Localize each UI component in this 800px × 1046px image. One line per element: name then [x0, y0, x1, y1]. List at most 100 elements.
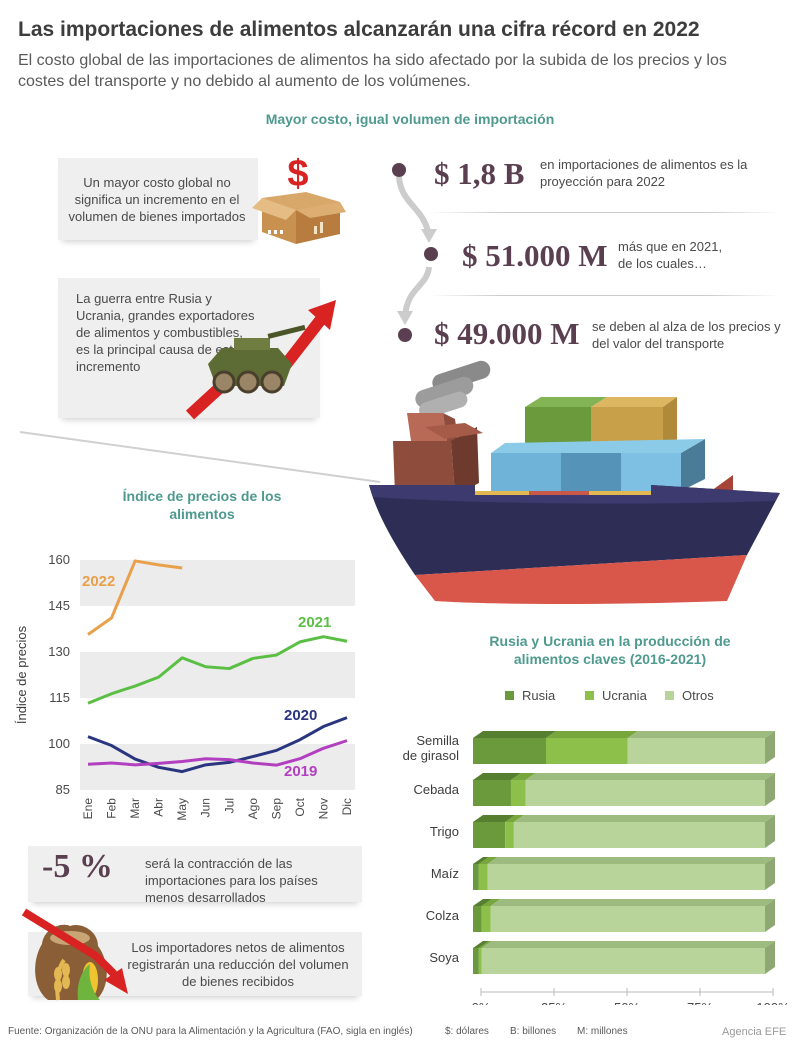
bar-top-rusia	[473, 773, 521, 780]
box-dollar-icon: $	[252, 153, 346, 244]
category-label: Soya	[429, 950, 459, 965]
bar-segment-rusia	[473, 738, 546, 764]
bar-segment-otros	[627, 738, 765, 764]
footer-legend-b: B: billones	[510, 1026, 557, 1037]
bar-segment-rusia	[473, 948, 479, 974]
price-index-chart: 85 100 115 130 145 160 Índice de precios Ene Feb…	[14, 552, 355, 821]
tank-arrow-icon	[185, 300, 336, 420]
x-tick-label: Dic	[340, 798, 354, 815]
importers-text: Los importadores netos de alimentos regi…	[127, 940, 349, 989]
bar-segment-ucrania	[478, 948, 482, 974]
x-tick-label: 0%	[472, 1000, 491, 1005]
bar-top-rusia	[473, 731, 556, 738]
y-tick-label: 130	[48, 644, 70, 659]
bar-top-ucrania	[510, 773, 536, 780]
bar-segment-ucrania	[546, 738, 628, 764]
category-label: Maíz	[431, 866, 459, 881]
bar-segment-otros	[481, 948, 765, 974]
stat-divider-1	[430, 212, 780, 213]
bar-segment-rusia	[473, 906, 482, 932]
footer-source: Fuente: Organización de la ONU para la A…	[8, 1026, 413, 1037]
timeline-dot-1	[392, 163, 406, 177]
x-tick-label: Sep	[269, 798, 283, 820]
y-tick-label: 145	[48, 598, 70, 613]
series-label-2020: 2020	[284, 707, 317, 724]
timeline-connector	[392, 163, 438, 342]
series-line-2019	[87, 739, 348, 767]
series-line-2021	[87, 635, 348, 705]
bar-top-rusia	[473, 857, 489, 864]
dollar-sign-glyph: $	[287, 153, 308, 195]
stat-amount-3: $ 49.000 M	[434, 316, 580, 351]
bar-side	[765, 941, 775, 974]
section-title-cost: Mayor costo, igual volumen de importació…	[265, 111, 555, 127]
bar-top-otros	[513, 815, 775, 822]
stat-amount-2: $ 51.000 M	[462, 238, 608, 273]
footer-legend-dollar: $: dólares	[445, 1026, 489, 1037]
x-tick-label: Feb	[105, 798, 119, 819]
cargo-ship-illustration	[369, 360, 780, 604]
legend-swatch-otros	[665, 691, 674, 700]
bar-segment-rusia	[473, 822, 506, 848]
series-label-2019: 2019	[284, 763, 317, 780]
bar-top-ucrania	[546, 731, 638, 738]
bar-segment-ucrania	[478, 864, 488, 890]
bar-segment-rusia	[473, 864, 479, 890]
legend-label-ucrania: Ucrania	[602, 688, 648, 703]
footer-legend-m: M: millones	[577, 1026, 628, 1037]
bar-top-otros	[525, 773, 775, 780]
x-tick-label: 25%	[541, 1000, 567, 1005]
grid-band	[80, 560, 355, 606]
bar-top-otros	[490, 899, 775, 906]
series-line-2022	[87, 559, 183, 636]
page-title: Las importaciones de alimentos alcanzará…	[18, 18, 700, 41]
bar-side	[765, 899, 775, 932]
bar-segment-rusia	[473, 780, 511, 806]
timeline-dot-3	[398, 328, 412, 342]
category-label: Semilla	[416, 733, 459, 748]
y-tick-label: 100	[48, 736, 70, 751]
x-tick-label: 100%	[756, 1000, 790, 1005]
legend-label-otros: Otros	[682, 688, 714, 703]
x-tick-label: Jul	[222, 798, 236, 813]
bar-top-ucrania	[481, 899, 501, 906]
contraction-text: será la contracción de las importaciones…	[145, 856, 318, 905]
stat-text-3: se deben al alza de los precios y del va…	[592, 319, 781, 351]
y-tick-label: 115	[49, 690, 70, 705]
stat-amount-1: $ 1,8 B	[434, 156, 525, 191]
grid-band	[80, 744, 355, 790]
bar-top-rusia	[473, 899, 492, 906]
price-index-title: Índice de precios de los alimentos	[122, 488, 282, 522]
x-tick-label: Jun	[199, 798, 213, 817]
bar-segment-otros	[487, 864, 765, 890]
bar-top-otros	[627, 731, 775, 738]
category-label: de girasol	[403, 748, 459, 763]
series-label-2022: 2022	[82, 573, 115, 590]
callout-cost: Un mayor costo global no significa un in…	[58, 158, 258, 240]
y-axis-label: Índice de precios	[14, 625, 29, 724]
bar-segment-ucrania	[505, 822, 514, 848]
bar-top-rusia	[473, 815, 516, 822]
legend-swatch-rusia	[505, 691, 514, 700]
bar-segment-ucrania	[510, 780, 526, 806]
timeline-dot-2	[424, 247, 438, 261]
stat-text-1: en importaciones de alimentos es la proy…	[540, 157, 748, 189]
callout-cost-text: Un mayor costo global no significa un in…	[68, 175, 246, 224]
x-tick-label: 50%	[614, 1000, 640, 1005]
category-label: Cebada	[413, 782, 459, 797]
y-tick-label: 85	[56, 782, 70, 797]
production-title: Rusia y Ucrania en la producción de alim…	[489, 633, 731, 667]
bar-top-otros	[487, 857, 775, 864]
bar-top-ucrania	[505, 815, 524, 822]
bar-top-ucrania	[478, 941, 492, 948]
x-tick-label: 75%	[687, 1000, 713, 1005]
x-tick-label: Ago	[246, 798, 260, 820]
x-tick-label: Oct	[293, 797, 307, 816]
callout-war: La guerra entre Rusia y Ucrania, grandes…	[58, 278, 320, 418]
x-tick-label: Abr	[152, 798, 166, 817]
contraction-box: -5 % será la contracción de las importac…	[28, 846, 362, 905]
page-subtitle: El costo global de las importaciones de …	[18, 52, 727, 90]
bar-side	[765, 731, 775, 764]
legend-label-rusia: Rusia	[522, 688, 556, 703]
